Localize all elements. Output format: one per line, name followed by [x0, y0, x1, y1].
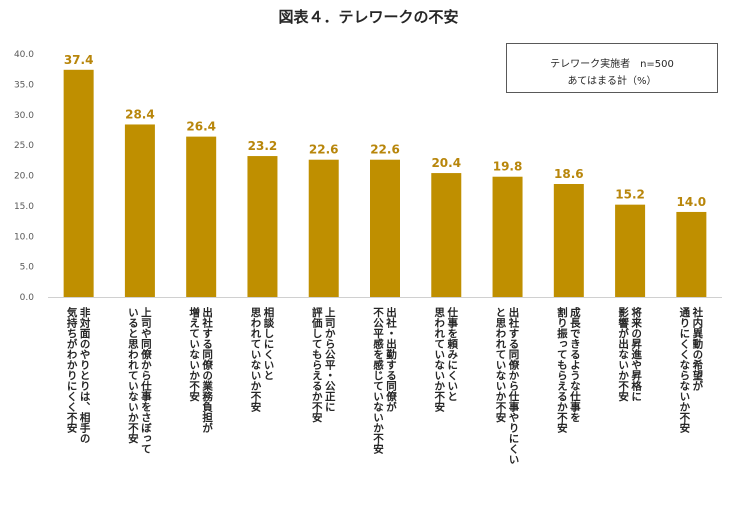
data-label: 22.6: [309, 143, 339, 157]
bar: [431, 173, 462, 297]
legend-box: テレワーク実施者 n=500 あてはまる計（%）: [506, 43, 718, 93]
data-label: 19.8: [493, 160, 523, 174]
category-label: 社内異動の希望が: [691, 306, 703, 392]
bar: [676, 211, 707, 297]
category-label: いると思われていないか不安: [127, 307, 139, 444]
category-label: 上司や同僚から仕事をさぼって: [140, 306, 152, 454]
legend-sample-size: テレワーク実施者 n=500: [550, 59, 674, 70]
category-label: 思われていないか不安: [249, 307, 261, 413]
bar: [615, 204, 646, 297]
category-label: 将来の昇進や昇格に: [630, 306, 642, 401]
data-label: 37.4: [64, 53, 94, 67]
bar: [247, 156, 278, 297]
data-label: 28.4: [125, 107, 155, 121]
y-tick-label: 25.0: [14, 141, 34, 151]
data-label: 26.4: [186, 120, 216, 134]
category-label: 出社する同僚から仕事やりにくい: [508, 306, 520, 464]
data-label: 23.2: [248, 139, 278, 153]
category-label: 成長できるような仕事を: [569, 306, 581, 422]
y-tick-label: 40.0: [14, 50, 34, 60]
bar: [124, 124, 155, 297]
category-label: 割り振ってもらえるか不安: [556, 306, 568, 434]
chart-title: 図表４．テレワークの不安: [278, 8, 459, 26]
category-label: と思われていないか不安: [495, 307, 507, 423]
legend-measure: あてはまる計（%）: [567, 76, 657, 87]
bar: [308, 159, 339, 297]
category-label: 増えていないか不安: [188, 306, 200, 402]
bar: [492, 176, 523, 297]
category-label: 出社・出勤する同僚が: [385, 306, 397, 413]
y-tick-label: 30.0: [14, 111, 34, 121]
data-label: 18.6: [554, 167, 584, 181]
bar: [63, 69, 94, 297]
y-tick-label: 20.0: [14, 172, 34, 182]
bar: [370, 159, 400, 297]
category-label: 仕事を頼みにくいと: [446, 306, 458, 401]
category-label: 通りにくくならないか不安: [678, 307, 690, 434]
data-label: 14.0: [677, 195, 707, 209]
y-tick-label: 15.0: [14, 202, 34, 212]
category-label: 相談しにくいと: [262, 306, 274, 380]
category-label: 不公平感を感じていないか不安: [372, 307, 384, 455]
category-label: 評価してもらえるか不安: [311, 306, 323, 423]
category-label: 気持ちがわかりにくく不安: [66, 306, 78, 434]
category-label: 非対面のやりとりは、相手の: [79, 306, 91, 443]
y-tick-label: 0.0: [20, 293, 35, 303]
y-tick-label: 5.0: [20, 263, 35, 273]
bar: [553, 184, 584, 297]
data-label: 15.2: [615, 188, 645, 202]
category-label: 思われていないか不安: [433, 307, 445, 413]
category-label: 影響が出ないか不安: [617, 306, 629, 402]
y-tick-label: 35.0: [14, 80, 34, 90]
bar: [186, 136, 217, 297]
category-label: 出社する同僚の業務負担が: [201, 306, 213, 434]
category-label: 上司から公平・公正に: [324, 306, 336, 412]
data-label: 20.4: [431, 156, 461, 170]
y-tick-label: 10.0: [14, 232, 34, 242]
data-label: 22.6: [370, 143, 400, 157]
